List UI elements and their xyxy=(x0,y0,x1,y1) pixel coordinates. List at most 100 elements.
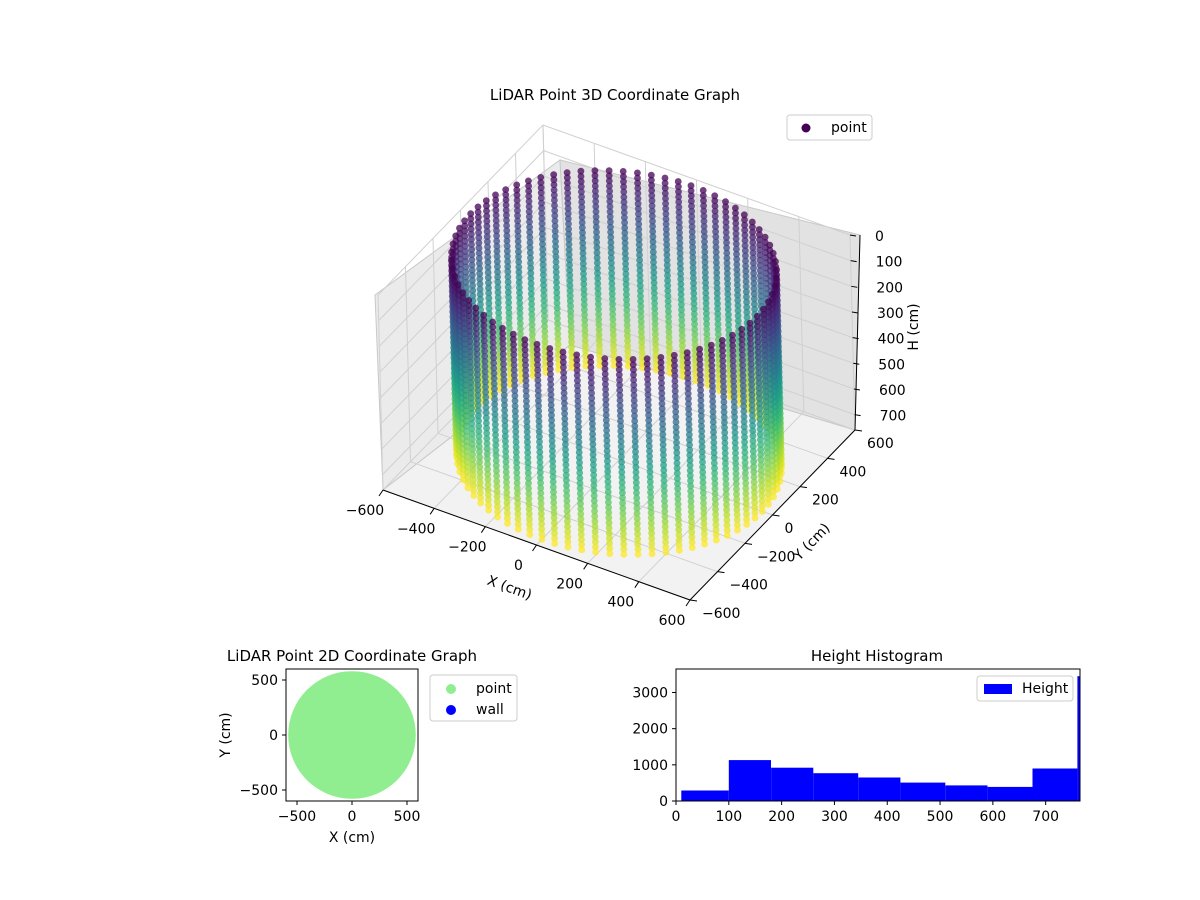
data-point xyxy=(768,447,776,454)
data-point xyxy=(747,345,755,353)
data-point xyxy=(591,517,599,525)
data-point xyxy=(688,513,695,521)
data-point xyxy=(711,480,719,487)
data-point xyxy=(636,277,644,285)
data-point xyxy=(514,495,521,502)
data-point xyxy=(662,210,670,218)
data-point xyxy=(511,382,518,389)
data-point xyxy=(683,349,691,356)
chart-2d: LiDAR Point 2D Coordinate Graph −500 0 500… xyxy=(218,647,518,846)
data-point xyxy=(563,497,571,505)
data-point xyxy=(605,519,613,527)
data-point xyxy=(750,269,757,277)
data-point xyxy=(590,461,597,469)
data-point xyxy=(619,515,627,522)
data-point xyxy=(635,220,643,228)
data-point xyxy=(546,345,554,352)
data-point xyxy=(484,264,492,271)
data-point xyxy=(609,331,617,339)
data-point xyxy=(685,431,693,439)
data-point xyxy=(516,315,524,322)
data-point xyxy=(732,444,739,452)
data-point xyxy=(722,218,730,226)
data-point xyxy=(593,244,601,251)
data-point xyxy=(714,315,722,323)
data-point xyxy=(701,258,709,266)
data-point xyxy=(510,346,518,353)
data-point xyxy=(460,335,468,343)
data-point xyxy=(644,396,652,404)
data-point xyxy=(673,464,681,472)
data-point xyxy=(534,366,542,374)
data-point xyxy=(671,372,679,380)
data-point xyxy=(665,313,672,320)
data-point xyxy=(470,487,477,494)
data-point xyxy=(568,348,576,356)
data-point xyxy=(525,213,533,221)
data-point xyxy=(493,237,501,245)
data-point xyxy=(665,338,673,346)
data-point xyxy=(650,284,658,292)
data-point xyxy=(741,438,748,446)
data-point xyxy=(697,376,704,384)
data-point xyxy=(708,367,716,375)
data-point xyxy=(673,434,680,441)
data-point xyxy=(590,487,598,494)
data-point xyxy=(548,411,555,419)
data-point xyxy=(729,336,736,344)
data-point xyxy=(649,223,656,230)
data-point xyxy=(505,304,513,312)
data-point xyxy=(623,301,631,309)
data-point xyxy=(606,187,613,195)
data-point xyxy=(698,438,706,445)
data-point xyxy=(593,228,600,236)
data-point xyxy=(524,454,532,461)
data-point xyxy=(691,326,699,333)
data-point xyxy=(548,416,555,424)
data-point xyxy=(646,452,653,460)
data-point xyxy=(482,409,490,417)
data-point xyxy=(723,506,730,514)
data-point xyxy=(537,484,545,492)
data-point xyxy=(561,400,568,407)
data-point xyxy=(748,381,755,388)
data-point xyxy=(633,510,641,517)
data-point xyxy=(499,350,507,358)
data-point xyxy=(714,310,722,318)
data-point xyxy=(535,428,543,435)
data-point xyxy=(464,463,471,471)
data-point xyxy=(676,249,684,257)
data-point xyxy=(699,479,707,486)
data-point xyxy=(541,328,549,335)
data-point xyxy=(512,438,520,446)
data-point xyxy=(485,279,492,287)
data-point xyxy=(577,178,585,185)
data-point xyxy=(673,459,681,467)
data-point xyxy=(696,345,703,353)
data-point xyxy=(730,383,738,390)
data-point xyxy=(549,452,556,460)
data-point xyxy=(560,384,568,392)
data-point xyxy=(763,444,771,452)
data-point xyxy=(672,403,679,410)
data-point xyxy=(492,452,500,459)
data-point xyxy=(607,218,614,226)
data-point xyxy=(513,459,520,466)
data-point xyxy=(492,196,500,204)
data-point xyxy=(713,295,721,302)
data-point xyxy=(566,271,574,279)
data-point xyxy=(476,474,484,481)
data-point xyxy=(731,408,738,416)
data-point xyxy=(664,282,672,290)
data-point xyxy=(526,233,534,241)
chart-3d-point-cloud xyxy=(448,167,785,558)
data-point xyxy=(522,361,529,369)
data-point xyxy=(500,366,507,373)
data-point xyxy=(514,217,521,225)
data-point xyxy=(648,550,656,558)
data-point xyxy=(468,420,476,428)
data-point xyxy=(634,525,641,533)
y-axis-label-3d: Y (cm) xyxy=(790,520,834,564)
data-point xyxy=(553,294,561,302)
data-point xyxy=(493,253,501,260)
